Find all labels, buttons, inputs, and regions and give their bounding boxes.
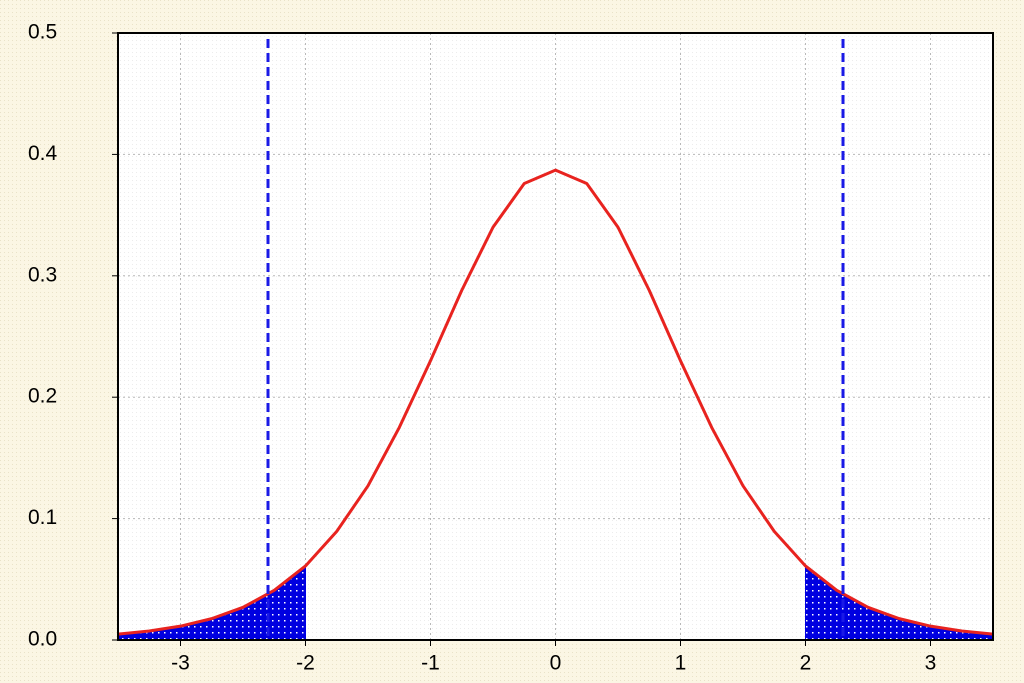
plot-border	[117, 32, 994, 641]
y-tick-label: 0.4	[28, 142, 58, 165]
x-tick-label: -1	[421, 652, 440, 675]
x-tick-label: 0	[550, 652, 562, 675]
y-tick-label: 0.2	[28, 385, 57, 408]
x-tick-label: 3	[925, 652, 937, 675]
x-tick-label: -2	[296, 652, 315, 675]
y-tick-label: 0.0	[28, 628, 57, 651]
x-tick-label: 1	[675, 652, 687, 675]
x-tick-label: -3	[171, 652, 190, 675]
x-tick-label: 2	[800, 652, 812, 675]
y-tick-label: 0.3	[28, 263, 57, 286]
y-tick-label: 0.5	[28, 21, 57, 44]
density-curve	[117, 168, 994, 636]
y-tick-label: 0.1	[28, 506, 57, 529]
